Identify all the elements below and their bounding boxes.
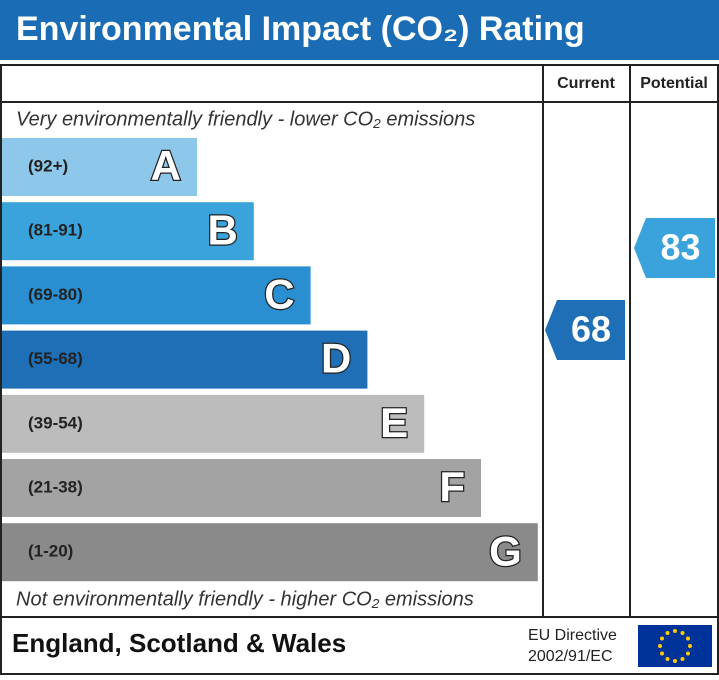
band-letter: C [264, 270, 294, 317]
rating-arrow [634, 217, 715, 278]
star [673, 629, 677, 633]
rating-value: 68 [571, 309, 611, 350]
band-letter: D [321, 335, 351, 382]
band-range: (69-80) [28, 285, 83, 304]
rating-arrow [545, 300, 625, 360]
star [688, 644, 692, 648]
star [660, 651, 665, 656]
column-header: Potential [640, 75, 708, 92]
band-bar [2, 266, 311, 325]
rating-value: 83 [660, 226, 700, 267]
band-bar [2, 330, 368, 389]
band-range: (21-38) [28, 477, 83, 496]
top-note: Very environmentally friendly - lower CO… [16, 108, 475, 130]
band-range: (1-20) [28, 542, 73, 561]
star [665, 656, 670, 661]
band-letter: B [207, 206, 237, 253]
directive: EU Directive [528, 627, 617, 644]
star [680, 631, 685, 636]
band-range: (81-91) [28, 221, 83, 240]
band-bar [2, 138, 197, 196]
header-band [0, 0, 719, 60]
band-letter: E [380, 399, 408, 446]
bottom-note: Not environmentally friendly - higher CO… [16, 588, 474, 610]
band-letter: G [489, 527, 522, 574]
star [658, 644, 662, 648]
band-range: (92+) [28, 156, 68, 175]
band-bar [2, 202, 254, 261]
star [673, 659, 677, 663]
column-header: Current [557, 75, 615, 92]
band-range: (39-54) [28, 413, 83, 432]
star [660, 636, 665, 641]
title: Environmental Impact (CO₂) Rating [16, 10, 585, 48]
star [685, 636, 690, 641]
band-letter: A [151, 142, 181, 189]
star [665, 631, 670, 636]
region: England, Scotland & Wales [12, 628, 346, 658]
band-range: (55-68) [28, 349, 83, 368]
band-bar [2, 394, 425, 453]
band-bar [2, 459, 481, 517]
band-bar [2, 523, 538, 582]
eu-flag [638, 625, 712, 667]
band-letter: F [439, 463, 465, 510]
directive: 2002/91/EC [528, 648, 613, 665]
star [680, 656, 685, 661]
star [685, 651, 690, 656]
